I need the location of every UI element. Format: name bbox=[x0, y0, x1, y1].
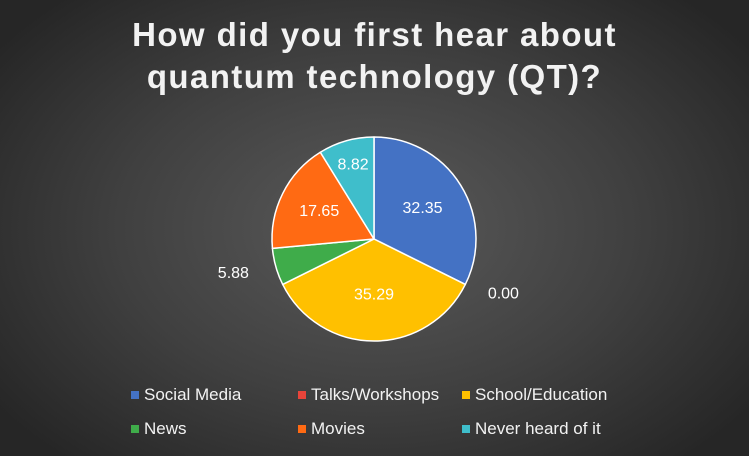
pie-slice-social-media bbox=[373, 136, 477, 286]
data-label-talks-workshops: 0.00 bbox=[488, 286, 519, 303]
data-label-never-heard-of-it: 8.82 bbox=[338, 157, 369, 174]
data-label-movies: 17.65 bbox=[299, 203, 339, 220]
chart-title-line-2: quantum technology (QT)? bbox=[146, 58, 603, 95]
chart-title: How did you first hear about quantum tec… bbox=[0, 14, 749, 98]
pie-data-labels: 32.35 0.00 35.29 5.88 17.65 8.82 bbox=[218, 157, 519, 304]
data-label-news: 5.88 bbox=[218, 265, 249, 282]
data-label-social-media: 32.35 bbox=[403, 200, 443, 217]
pie-slices bbox=[271, 136, 477, 342]
pie-slice-never-heard-of-it bbox=[319, 136, 375, 240]
chart-title-line-1: How did you first hear about bbox=[132, 16, 617, 53]
pie-slice-school-education bbox=[281, 238, 467, 342]
pie-slice-movies bbox=[271, 151, 375, 250]
data-label-school-education: 35.29 bbox=[354, 286, 394, 303]
